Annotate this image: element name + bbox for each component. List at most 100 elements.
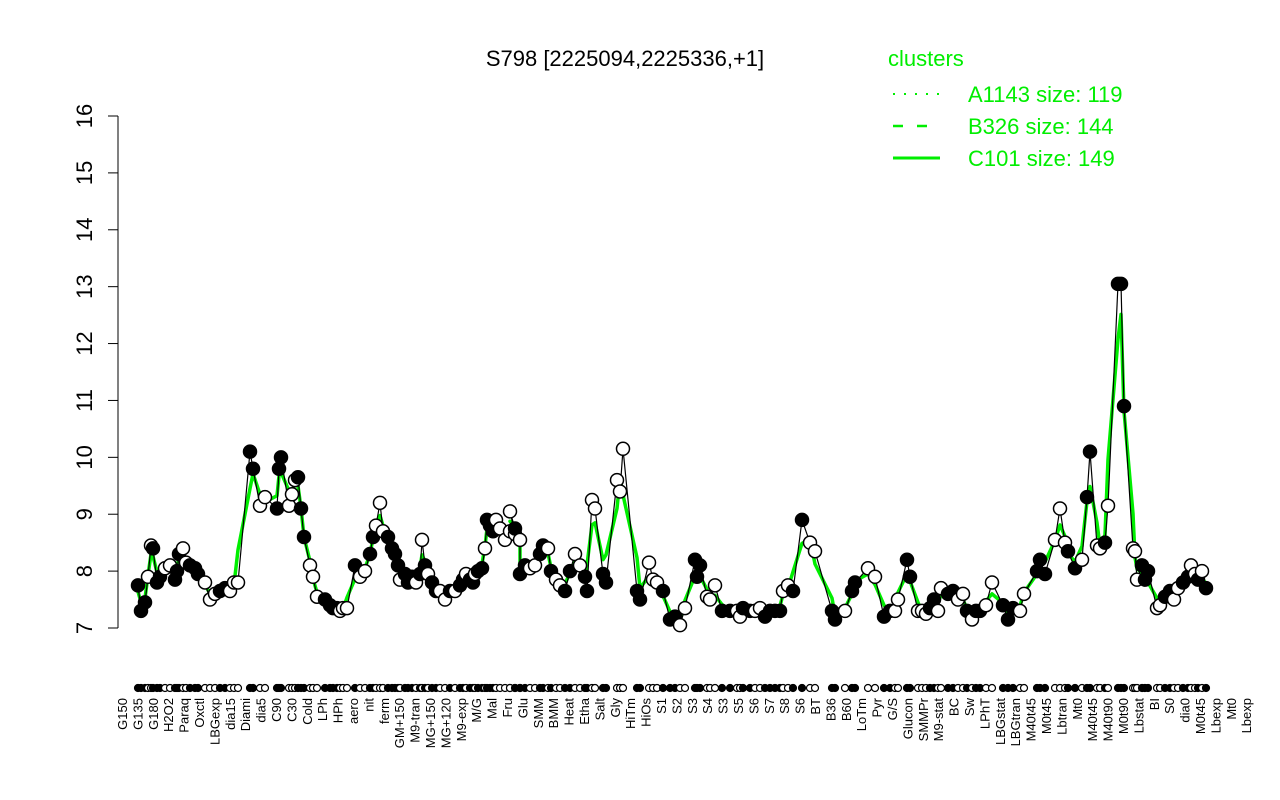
data-point-filled [579, 583, 595, 599]
data-point-filled [692, 558, 708, 573]
data-point-open [612, 484, 628, 499]
x-tick-label: M9-exp [454, 698, 469, 741]
rug-mark [590, 683, 600, 693]
rug-mark [680, 683, 690, 693]
data-point-filled [290, 469, 306, 485]
x-tick-label: G/S [885, 698, 900, 721]
x-tick-label: LoTm [854, 698, 869, 731]
rug-mark [1119, 683, 1129, 693]
y-tick-label: 14 [72, 218, 97, 242]
data-point-filled [269, 501, 285, 516]
x-tick-label: S3 [685, 698, 700, 714]
data-point-filled [902, 569, 918, 585]
data-point-open [175, 541, 191, 556]
legend: clusters A1143 size: 119 B326 size: 144 … [888, 46, 1123, 171]
data-point-open [615, 441, 631, 457]
x-tick-label: H2O2 [161, 698, 176, 732]
data-point-open [837, 603, 853, 619]
x-tick-label: MG+150 [423, 698, 438, 748]
x-tick-label: Mt0 [1070, 698, 1085, 720]
data-point-filled [1060, 543, 1076, 559]
rug-mark [1103, 683, 1113, 693]
rug-mark [863, 683, 873, 693]
rug-mark [725, 683, 735, 693]
x-tick-label: M0t45 [1039, 698, 1054, 734]
x-tick-label: S3 [716, 698, 731, 714]
data-point-open [955, 586, 971, 602]
x-tick-label: Pyr [870, 697, 885, 717]
x-tick-label: S7 [762, 698, 777, 714]
data-point-open [677, 600, 693, 616]
legend-entry-a1143: A1143 size: 119 [968, 82, 1123, 107]
x-tick-label: B60 [839, 698, 854, 721]
rug-mark [717, 683, 727, 693]
data-point-open [372, 495, 388, 511]
data-point-filled [847, 575, 863, 590]
data-point-filled [474, 561, 490, 576]
y-tick-label: 10 [72, 445, 97, 469]
x-tick-label: M0t45 [1193, 698, 1208, 734]
rug-mark [936, 683, 946, 693]
x-tick-label: Diami [238, 698, 253, 731]
rug-mark [312, 683, 322, 693]
data-point-open [339, 600, 355, 616]
x-tick-label: aero [346, 698, 361, 724]
y-tick-label: 12 [72, 331, 97, 355]
rug-marks [133, 683, 1211, 693]
rug-mark [342, 683, 352, 693]
x-tick-label: B36 [823, 698, 838, 721]
data-point-open [1127, 543, 1143, 559]
x-tick-label: Lbexp [1208, 698, 1223, 733]
data-point-open [1194, 563, 1210, 579]
rug-mark [905, 683, 915, 693]
data-point-filled [785, 583, 801, 599]
x-tick-label: LBGexp [207, 698, 222, 745]
data-point-filled [772, 603, 788, 619]
y-tick-label: 8 [72, 565, 97, 577]
data-point-open [807, 543, 823, 559]
x-tick-label: LBGstat [993, 698, 1008, 745]
data-point-filled [130, 578, 146, 593]
chart-title: S798 [2225094,2225336,+1] [486, 46, 764, 71]
x-tick-label: M40t90 [1101, 698, 1116, 741]
data-point-open [702, 592, 718, 607]
x-tick-label: BT [808, 698, 823, 715]
data-point-filled [1113, 276, 1129, 292]
y-tick-label: 9 [72, 508, 97, 520]
data-point-filled [362, 546, 378, 562]
data-point-filled [632, 592, 648, 607]
x-tick-label: Paraq [177, 698, 192, 733]
rug-mark [260, 683, 270, 693]
data-point-open [502, 504, 518, 519]
x-tick-label: Mt0 [1224, 698, 1239, 720]
x-tick-label: Lbtran [1054, 698, 1069, 735]
rug-mark [1008, 683, 1018, 693]
data-point-open [1012, 603, 1028, 619]
data-point-filled [577, 569, 593, 585]
data-point-open [890, 592, 906, 607]
data-point-filled [145, 541, 161, 556]
data-point-filled [1032, 552, 1048, 567]
rug-mark [830, 683, 840, 693]
x-tick-label: HPh [331, 698, 346, 723]
data-point-open [1016, 586, 1032, 602]
rug-mark [1019, 683, 1029, 693]
x-tick-label: Etha [577, 697, 592, 725]
x-tick-label: LBGtran [1008, 698, 1023, 746]
legend-entry-b326: B326 size: 144 [968, 114, 1114, 139]
rug-mark [233, 683, 243, 693]
data-point-filled [1037, 566, 1053, 582]
x-tick-label: Fru [500, 698, 515, 718]
x-tick-label: nit [361, 698, 376, 712]
x-tick-label: S4 [700, 698, 715, 714]
data-point-open [230, 575, 246, 590]
data-point-filled [598, 575, 614, 590]
x-tick-label: C30 [284, 698, 299, 722]
data-point-open [305, 569, 321, 585]
data-point-open [978, 597, 994, 613]
x-tick-label: SMM [531, 698, 546, 728]
data-point-open [587, 501, 603, 516]
rug-mark [658, 683, 668, 693]
rug-mark [797, 683, 807, 693]
x-tick-label: BC [947, 698, 962, 716]
